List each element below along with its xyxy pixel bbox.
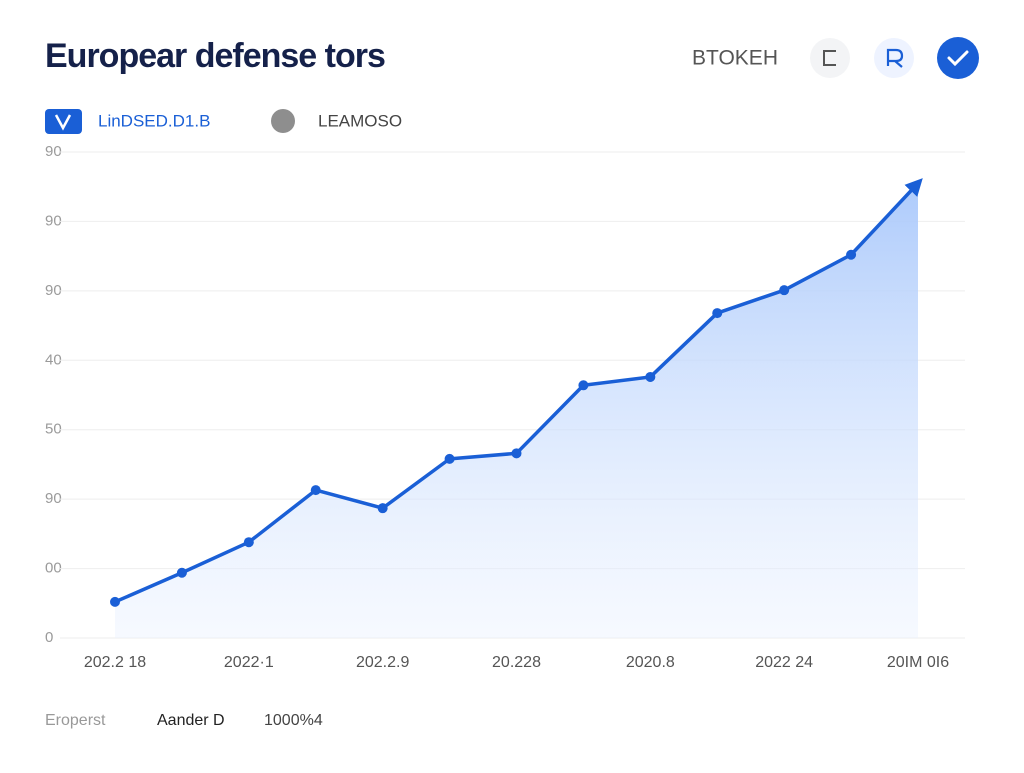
point: [176, 567, 187, 578]
point: [511, 448, 522, 459]
legend-dot[interactable]: [271, 109, 295, 133]
x-tick-label: 2022·1: [224, 654, 274, 671]
y-tick-label: 90: [45, 490, 62, 507]
footer-text: Aander D: [157, 712, 225, 729]
toolbar-label[interactable]: BTOKEH: [692, 47, 778, 70]
footer-text: Eroperst: [45, 712, 106, 729]
footer-text: 1000%4: [264, 712, 323, 729]
point: [377, 503, 388, 514]
x-tick-label: 20.228: [492, 654, 541, 671]
x-tick-label: 202.2 18: [84, 654, 146, 671]
x-tick-label: 2020.8: [626, 654, 675, 671]
y-tick-label: 90: [45, 212, 62, 229]
point: [110, 596, 120, 607]
point: [846, 249, 857, 260]
y-tick-label: 50: [45, 421, 62, 438]
y-tick-label: 90: [45, 282, 62, 299]
point: [243, 537, 254, 548]
x-tick-label: 202.2.9: [356, 654, 409, 671]
point: [645, 371, 656, 382]
chart-title: Europear defense tors: [45, 37, 385, 75]
toolbar-check[interactable]: [937, 37, 979, 79]
toolbar-icon[interactable]: [874, 38, 914, 78]
x-tick-label: 2022 24: [755, 654, 813, 671]
y-tick-label: 0: [45, 629, 53, 646]
y-tick-label: 90: [45, 143, 62, 160]
toolbar-icon[interactable]: [810, 38, 850, 78]
legend-label[interactable]: LinDSED.D1.B: [98, 111, 210, 130]
point: [310, 485, 321, 496]
legend-label[interactable]: LEAMOSO: [318, 111, 402, 130]
point: [578, 380, 589, 391]
y-tick-label: 00: [45, 560, 62, 577]
point: [444, 453, 455, 464]
point: [712, 308, 723, 319]
x-tick-label: 20IM 0I6: [887, 654, 949, 671]
legend-checkbox[interactable]: [45, 109, 82, 134]
area: [115, 183, 918, 638]
point: [779, 285, 790, 296]
y-tick-label: 40: [45, 351, 62, 368]
